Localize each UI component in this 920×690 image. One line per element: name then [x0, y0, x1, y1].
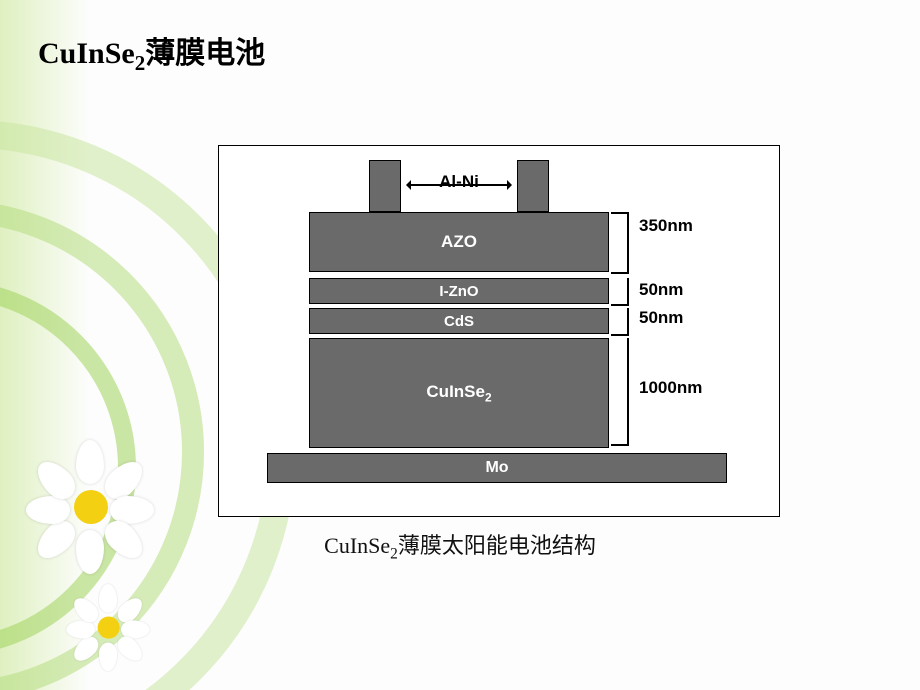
tick: [611, 304, 629, 306]
caption-rest: 薄膜太阳能电池结构: [398, 533, 596, 558]
tick: [611, 334, 629, 336]
layer-stack: AZO I-ZnO CdS CuInSe2: [309, 212, 609, 448]
caption-formula: CuInSe: [324, 533, 390, 558]
tick-v: [627, 338, 629, 444]
contact-arrow-icon: [411, 184, 507, 186]
tick-v: [627, 308, 629, 334]
tick: [611, 272, 629, 274]
figure-caption: CuInSe2薄膜太阳能电池结构: [0, 528, 920, 563]
layer-mo: Mo: [267, 453, 727, 483]
page-title: CuInSe2薄膜电池: [38, 28, 265, 76]
slide: CuInSe2薄膜电池 Al-Ni AZO I-ZnO CdS CuInSe2: [0, 0, 920, 690]
thickness-azo: 350nm: [639, 216, 693, 236]
thickness-izno: 50nm: [639, 280, 683, 300]
layer-azo-label: AZO: [441, 232, 477, 252]
layer-izno-label: I-ZnO: [439, 283, 478, 300]
layer-cuinse2-label: CuInSe2: [426, 382, 491, 404]
caption-sub: 2: [390, 545, 398, 562]
layer-mo-label: Mo: [485, 459, 508, 477]
layer-azo: AZO: [309, 212, 609, 272]
top-contacts: Al-Ni: [369, 160, 549, 212]
title-formula: CuInSe: [38, 37, 135, 70]
layer-cuinse2: CuInSe2: [309, 338, 609, 448]
layer-izno: I-ZnO: [309, 278, 609, 304]
layer-cds-label: CdS: [444, 313, 474, 330]
title-sub: 2: [135, 51, 146, 75]
structure-diagram: Al-Ni AZO I-ZnO CdS CuInSe2 Mo: [218, 145, 780, 517]
tick-v: [627, 278, 629, 304]
title-rest: 薄膜电池: [145, 37, 265, 70]
thickness-cuinse2: 1000nm: [639, 378, 702, 398]
contact-label: Al-Ni: [369, 172, 549, 192]
layer-cds: CdS: [309, 308, 609, 334]
flower-small: [69, 584, 121, 636]
thickness-cds: 50nm: [639, 308, 683, 328]
tick-v: [627, 212, 629, 272]
tick: [611, 444, 629, 446]
